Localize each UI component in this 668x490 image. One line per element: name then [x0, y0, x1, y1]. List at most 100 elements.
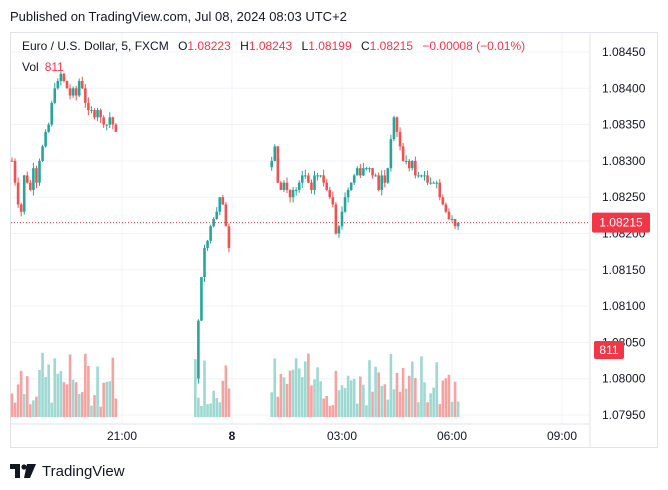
candle-body	[389, 139, 393, 169]
candle-body	[355, 168, 359, 176]
volume-bar	[334, 370, 338, 417]
volume-bar	[310, 385, 313, 417]
y-tick-label: 1.07950	[602, 408, 646, 422]
volume-bar	[398, 391, 402, 417]
candle-body	[68, 88, 72, 96]
volume-bar	[447, 374, 451, 417]
volume-bar	[319, 381, 322, 417]
volume-bar	[316, 367, 319, 417]
volume-bar	[13, 402, 17, 417]
candle-body	[215, 211, 219, 219]
volume-bar	[74, 382, 78, 417]
candle-body	[374, 175, 377, 177]
candle-body	[417, 175, 420, 177]
volume-bar	[343, 388, 347, 417]
candle-body	[200, 277, 203, 321]
volume-bar	[429, 393, 432, 417]
candle-body	[29, 182, 32, 190]
candle-body	[392, 117, 396, 140]
volume-bar	[362, 384, 365, 417]
volume-bar	[407, 375, 411, 417]
candle-body	[414, 160, 417, 176]
candle-body	[71, 88, 75, 96]
volume-bar	[313, 379, 316, 417]
candle-body	[450, 218, 454, 220]
price-legend: Euro / U.S. Dollar, 5, FXCM O1.08223 H1.…	[22, 39, 525, 53]
tradingview-logo-icon	[10, 464, 36, 478]
volume-bar	[328, 405, 332, 417]
candle-body	[441, 197, 445, 205]
volume-bar	[227, 388, 231, 417]
volume-bar	[99, 406, 102, 417]
volume-bar	[426, 402, 429, 417]
volume-bar	[279, 373, 283, 417]
volume-bar	[203, 360, 206, 417]
candle-body	[99, 110, 102, 118]
candle-body	[325, 182, 329, 190]
volume-bar	[432, 387, 435, 417]
candle-body	[114, 124, 118, 132]
candle-body	[38, 160, 41, 183]
candle-body	[294, 189, 298, 191]
vol-value: 811	[44, 60, 64, 74]
candle-body	[362, 168, 365, 176]
volume-bar	[294, 358, 298, 417]
candle-body	[316, 175, 319, 177]
volume-bar	[105, 381, 109, 417]
volume-bar	[368, 360, 371, 417]
volume-bar	[194, 359, 197, 417]
volume-bar	[215, 397, 219, 417]
x-tick-label: 09:00	[547, 429, 577, 443]
volume-bar	[22, 394, 26, 417]
volume-bar	[25, 376, 29, 417]
candle-body	[349, 182, 353, 190]
candle-body	[102, 117, 105, 125]
volume-bar	[365, 405, 368, 417]
candle-body	[32, 168, 35, 190]
candle-body	[371, 168, 374, 176]
candle-body	[368, 168, 371, 170]
y-tick-label: 1.08150	[602, 263, 646, 277]
candle-body	[87, 102, 90, 111]
y-tick-label: 1.08300	[602, 154, 646, 168]
candle-body	[380, 175, 384, 190]
volume-bar	[53, 358, 57, 417]
volume-bar	[410, 361, 414, 417]
published-caption: Published on TradingView.com, Jul 08, 20…	[10, 9, 347, 24]
candle-body	[218, 197, 222, 212]
volume-bar	[444, 378, 448, 417]
volume-bar	[197, 397, 200, 417]
candle-body	[291, 189, 295, 198]
volume-bar	[276, 396, 280, 417]
candle-body	[10, 160, 14, 162]
volume-bar	[450, 401, 454, 417]
candle-body	[44, 131, 47, 147]
volume-bar	[80, 392, 84, 417]
volume-bar	[380, 385, 384, 417]
low-value: 1.08199	[308, 39, 352, 53]
volume-bar	[209, 403, 212, 417]
candle-body	[395, 117, 399, 132]
volume-bar	[10, 393, 14, 417]
volume-bar	[44, 376, 47, 417]
candle-body	[343, 197, 347, 212]
volume-bar	[404, 388, 408, 417]
y-tick-label: 1.08400	[602, 81, 646, 95]
candle-body	[19, 204, 23, 212]
candle-body	[407, 160, 411, 169]
volume-bar	[456, 401, 460, 417]
chart-frame[interactable]	[10, 32, 658, 448]
candle-body	[435, 182, 439, 184]
volume-bar	[65, 384, 69, 417]
volume-bar	[282, 377, 286, 417]
volume-bar	[435, 362, 439, 417]
volume-bar	[322, 398, 325, 417]
volume-bar	[392, 389, 396, 417]
volume-bar	[395, 372, 399, 417]
volume-bar	[114, 398, 118, 417]
open-value: 1.08223	[187, 39, 231, 53]
candle-body	[377, 175, 380, 190]
x-tick-label: 21:00	[107, 429, 137, 443]
candle-body	[322, 175, 325, 183]
